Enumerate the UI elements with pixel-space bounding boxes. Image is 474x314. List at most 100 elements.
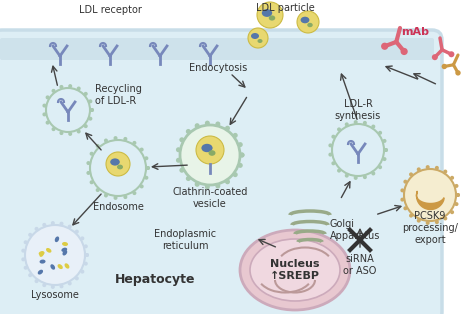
- Ellipse shape: [39, 260, 46, 263]
- Circle shape: [104, 138, 108, 143]
- Circle shape: [42, 223, 46, 227]
- Circle shape: [426, 221, 430, 225]
- Circle shape: [331, 161, 336, 165]
- Circle shape: [345, 122, 349, 126]
- Circle shape: [46, 121, 50, 125]
- Circle shape: [123, 137, 128, 141]
- Circle shape: [90, 140, 146, 196]
- Circle shape: [383, 139, 386, 143]
- Circle shape: [432, 54, 438, 60]
- Circle shape: [42, 104, 46, 108]
- Ellipse shape: [39, 251, 45, 255]
- Ellipse shape: [62, 242, 68, 246]
- Text: Endoplasmic
reticulum: Endoplasmic reticulum: [154, 229, 216, 251]
- Circle shape: [456, 193, 460, 197]
- Circle shape: [248, 28, 268, 48]
- Circle shape: [179, 137, 184, 142]
- Text: LDL particle: LDL particle: [255, 3, 314, 13]
- Circle shape: [84, 124, 88, 128]
- Circle shape: [140, 148, 144, 152]
- FancyBboxPatch shape: [0, 30, 442, 314]
- Text: siRNA
or ASO: siRNA or ASO: [343, 254, 377, 276]
- Circle shape: [328, 143, 332, 147]
- Circle shape: [88, 99, 92, 103]
- Circle shape: [77, 87, 81, 90]
- Circle shape: [417, 219, 421, 223]
- Circle shape: [145, 176, 148, 180]
- Circle shape: [28, 273, 32, 277]
- Circle shape: [86, 171, 91, 175]
- Circle shape: [46, 95, 50, 99]
- Circle shape: [113, 196, 118, 200]
- Circle shape: [205, 121, 210, 126]
- Circle shape: [75, 230, 79, 234]
- Text: Clathrin-coated
vesicle: Clathrin-coated vesicle: [173, 187, 248, 209]
- Circle shape: [238, 163, 243, 168]
- Circle shape: [42, 283, 46, 287]
- Ellipse shape: [50, 264, 55, 270]
- Circle shape: [409, 172, 413, 176]
- Circle shape: [96, 144, 100, 148]
- Circle shape: [21, 257, 25, 261]
- Text: LDL-R
synthesis: LDL-R synthesis: [335, 99, 381, 121]
- Circle shape: [25, 225, 85, 285]
- Circle shape: [90, 180, 94, 184]
- Circle shape: [381, 43, 388, 50]
- Circle shape: [90, 152, 94, 156]
- Ellipse shape: [250, 239, 340, 301]
- Circle shape: [403, 180, 407, 184]
- Circle shape: [455, 202, 458, 206]
- Circle shape: [75, 276, 79, 280]
- Circle shape: [68, 84, 72, 88]
- Text: Recycling
of LDL-R: Recycling of LDL-R: [95, 84, 142, 106]
- Ellipse shape: [62, 248, 67, 252]
- Circle shape: [225, 179, 230, 184]
- FancyBboxPatch shape: [0, 38, 434, 60]
- Ellipse shape: [262, 9, 272, 17]
- Circle shape: [146, 166, 150, 170]
- Circle shape: [383, 157, 386, 161]
- Circle shape: [455, 184, 458, 188]
- Circle shape: [443, 170, 447, 174]
- Circle shape: [401, 188, 404, 192]
- Circle shape: [132, 141, 137, 145]
- Text: LDL receptor: LDL receptor: [79, 5, 141, 15]
- Ellipse shape: [251, 33, 259, 39]
- Circle shape: [401, 48, 408, 55]
- Ellipse shape: [46, 248, 52, 253]
- Circle shape: [24, 266, 27, 270]
- Circle shape: [215, 122, 220, 127]
- Circle shape: [84, 244, 88, 248]
- Text: Golgi
Apparatus: Golgi Apparatus: [330, 219, 380, 241]
- Circle shape: [337, 169, 341, 173]
- Circle shape: [113, 136, 118, 140]
- Circle shape: [337, 127, 341, 131]
- Circle shape: [233, 172, 238, 177]
- Circle shape: [68, 281, 72, 285]
- Circle shape: [450, 176, 454, 180]
- Circle shape: [331, 135, 336, 139]
- Circle shape: [123, 195, 128, 199]
- Text: Hepatocyte: Hepatocyte: [115, 273, 195, 286]
- Text: PCSK9
processing/
export: PCSK9 processing/ export: [402, 211, 458, 245]
- Circle shape: [21, 249, 25, 253]
- Circle shape: [435, 220, 439, 224]
- Circle shape: [176, 147, 181, 152]
- Circle shape: [450, 210, 454, 214]
- Circle shape: [35, 279, 38, 283]
- Ellipse shape: [301, 17, 310, 23]
- Text: Endosome: Endosome: [92, 202, 144, 212]
- Circle shape: [90, 108, 94, 112]
- Ellipse shape: [257, 39, 263, 43]
- Circle shape: [132, 191, 137, 195]
- Circle shape: [186, 176, 191, 181]
- Circle shape: [60, 284, 64, 288]
- Circle shape: [145, 156, 148, 160]
- Circle shape: [52, 89, 55, 93]
- Circle shape: [59, 131, 64, 135]
- Circle shape: [68, 225, 72, 229]
- Circle shape: [24, 240, 27, 244]
- Ellipse shape: [269, 15, 275, 21]
- Ellipse shape: [64, 263, 69, 269]
- Circle shape: [378, 165, 382, 169]
